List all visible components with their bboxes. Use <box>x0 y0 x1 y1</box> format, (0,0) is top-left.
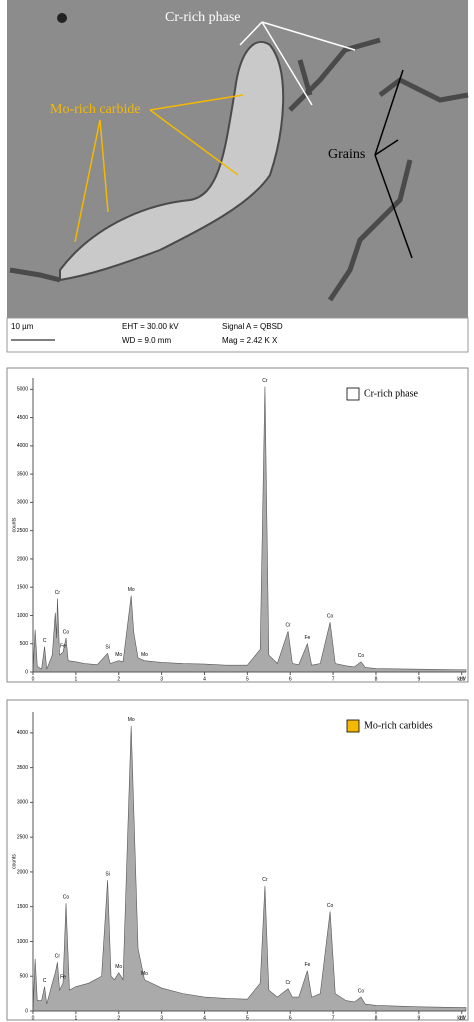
x-tick-label: 7 <box>332 1015 335 1021</box>
peak-label: Mo <box>115 964 122 970</box>
peak-label: Si <box>105 645 109 651</box>
y-tick-label: 4000 <box>17 443 28 449</box>
y-tick-label: 2500 <box>17 834 28 840</box>
peak-label: Co <box>63 895 70 901</box>
x-tick-label: 4 <box>203 676 206 682</box>
peak-label: Mo <box>128 587 135 593</box>
cr-label: Cr-rich phase <box>165 10 241 25</box>
carbide-region <box>59 41 285 282</box>
y-tick-label: 1000 <box>17 613 28 619</box>
grain-arrows <box>374 69 413 259</box>
x-tick-label: 6 <box>289 1015 292 1021</box>
y-tick-label: 3000 <box>17 500 28 506</box>
signal: Signal A = QBSD <box>222 322 283 331</box>
x-tick-label: 10 <box>459 1015 465 1021</box>
x-tick-label: 7 <box>332 676 335 682</box>
y-tick-label: 500 <box>20 641 29 647</box>
mo-arrows <box>74 94 244 243</box>
peak-label: Cr <box>285 980 291 986</box>
eht: EHT = 30.00 kV <box>122 322 179 331</box>
x-tick-label: 5 <box>246 676 249 682</box>
peak-label: Fe <box>60 975 66 981</box>
x-tick-label: 8 <box>375 676 378 682</box>
y-tick-label: 4500 <box>17 415 28 421</box>
sem-image: Cr-rich phase Mo-rich carbide Grains 10 … <box>6 0 469 353</box>
mag: Mag = 2.42 K X <box>222 336 278 345</box>
x-tick-label: 2 <box>117 1015 120 1021</box>
x-tick-label: 3 <box>160 1015 163 1021</box>
peak-label: Co <box>358 653 365 659</box>
spectrum <box>32 725 467 1012</box>
peak-label: Cr <box>262 877 268 883</box>
x-tick-label: 5 <box>246 1015 249 1021</box>
x-tick-label: 3 <box>160 676 163 682</box>
y-tick-label: 0 <box>25 1008 28 1014</box>
pore <box>57 13 67 23</box>
peak-label: Mo <box>128 717 135 723</box>
x-tick-label: 0 <box>32 676 35 682</box>
x-tick-label: 9 <box>417 676 420 682</box>
peak-label: Fe <box>304 962 310 968</box>
y-tick-label: 1000 <box>17 939 28 945</box>
y-tick-label: 3000 <box>17 800 28 806</box>
legend-label: Cr-rich phase <box>364 388 419 399</box>
y-tick-label: 2000 <box>17 869 28 875</box>
y-tick-label: 1500 <box>17 585 28 591</box>
peak-label: Cr <box>55 590 61 596</box>
peak-label: Co <box>358 988 365 994</box>
x-tick-label: 2 <box>117 676 120 682</box>
y-axis-label: counts <box>11 854 17 869</box>
x-tick-label: 10 <box>459 676 465 682</box>
x-tick-label: 8 <box>375 1015 378 1021</box>
y-tick-label: 3500 <box>17 765 28 771</box>
y-tick-label: 2000 <box>17 556 28 562</box>
legend-swatch <box>346 719 360 733</box>
peak-label: Cr <box>262 378 268 384</box>
x-tick-label: 1 <box>74 1015 77 1021</box>
cr-phase-boundaries <box>9 37 469 302</box>
peak-label: Fe <box>60 644 66 650</box>
y-tick-label: 1500 <box>17 904 28 910</box>
x-tick-label: 6 <box>289 676 292 682</box>
y-axis-label: counts <box>11 517 17 532</box>
peak-label: Mo <box>141 971 148 977</box>
peak-label: C <box>43 638 47 644</box>
peak-label: Fe <box>304 635 310 641</box>
x-unit: keV <box>457 676 466 682</box>
cr-arrows <box>239 21 356 106</box>
peak-label: Si <box>105 872 109 878</box>
peak-label: Mo <box>115 652 122 658</box>
peak-label: Cr <box>285 623 291 629</box>
x-tick-label: 9 <box>417 1015 420 1021</box>
y-tick-label: 2500 <box>17 528 28 534</box>
x-tick-label: 1 <box>74 676 77 682</box>
x-tick-label: 4 <box>203 1015 206 1021</box>
y-tick-label: 3500 <box>17 471 28 477</box>
peak-label: Mo <box>141 652 148 658</box>
wd: WD = 9.0 mm <box>122 336 171 345</box>
legend-label: Mo-rich carbides <box>364 720 433 731</box>
spectrum <box>32 386 467 673</box>
peak-label: Cr <box>55 954 61 960</box>
mo-label: Mo-rich carbide <box>50 102 141 117</box>
peak-label: Co <box>327 903 334 909</box>
y-tick-label: 5000 <box>17 387 28 393</box>
y-tick-label: 0 <box>25 669 28 675</box>
peak-label: C <box>43 978 47 984</box>
grains-label: Grains <box>328 147 365 162</box>
y-tick-label: 500 <box>20 974 29 980</box>
chart-frame <box>6 367 469 683</box>
x-tick-label: 0 <box>32 1015 35 1021</box>
scale-label: 10 µm <box>11 322 34 331</box>
peak-label: Co <box>327 614 334 620</box>
x-unit: keV <box>457 1015 466 1021</box>
chart-frame <box>6 699 469 1021</box>
info-bar <box>6 317 469 353</box>
y-tick-label: 4000 <box>17 730 28 736</box>
legend-swatch <box>346 387 360 401</box>
peak-label: Co <box>63 629 70 635</box>
